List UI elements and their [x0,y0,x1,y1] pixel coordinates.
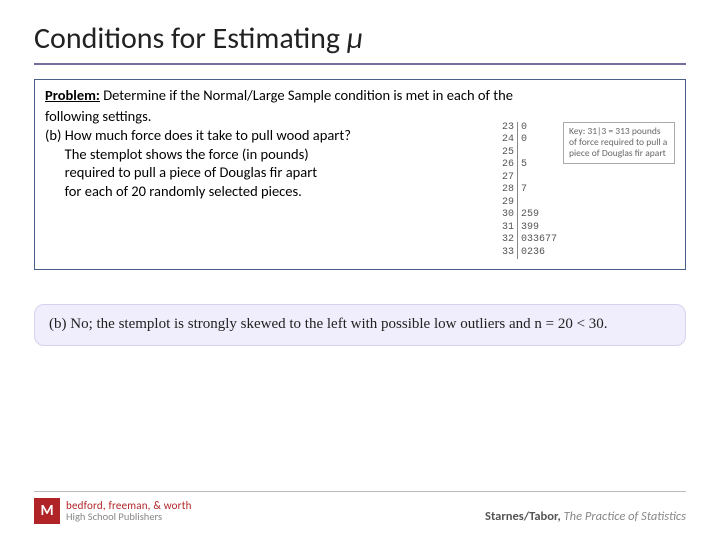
stemplot: 2324252627282930313233 00 5 7 2593990336… [502,122,557,260]
title-mu: µ [347,20,363,57]
footer: M bedford, freeman, & worth High School … [34,491,686,524]
problem-lead: Determine if the Normal/Large Sample con… [100,86,513,104]
stemplot-leaves: 00 5 7 2593990336770236 [518,122,557,260]
problem-label: Problem: [45,86,100,104]
credit-authors: Starnes/Tabor, [485,509,564,524]
publisher-sub: High School Publishers [66,511,192,522]
publisher-logo: M [34,498,60,524]
credit: Starnes/Tabor, The Practice of Statistic… [485,509,686,524]
problem-line: for each of 20 randomly selected pieces. [45,182,496,201]
stemplot-stems: 2324252627282930313233 [502,122,518,260]
title-text: Conditions for Estimating [34,20,347,57]
publisher-block: M bedford, freeman, & worth High School … [34,498,192,524]
slide-title: Conditions for Estimating µ [34,20,686,57]
stemplot-key: Key: 31|3 = 313 pounds of force required… [563,122,675,164]
title-rule [34,63,686,65]
problem-line: required to pull a piece of Douglas fir … [45,163,496,182]
answer-text: (b) No; the stemplot is strongly skewed … [49,316,608,332]
problem-box: Problem: Determine if the Normal/Large S… [34,79,686,270]
problem-line: (b) How much force does it take to pull … [45,126,496,145]
credit-title: The Practice of Statistics [564,509,686,524]
answer-box: (b) No; the stemplot is strongly skewed … [34,304,686,346]
problem-line: The stemplot shows the force (in pounds) [45,145,496,164]
logo-letter: M [40,502,53,520]
stemplot-figure: 2324252627282930313233 00 5 7 2593990336… [502,122,675,260]
